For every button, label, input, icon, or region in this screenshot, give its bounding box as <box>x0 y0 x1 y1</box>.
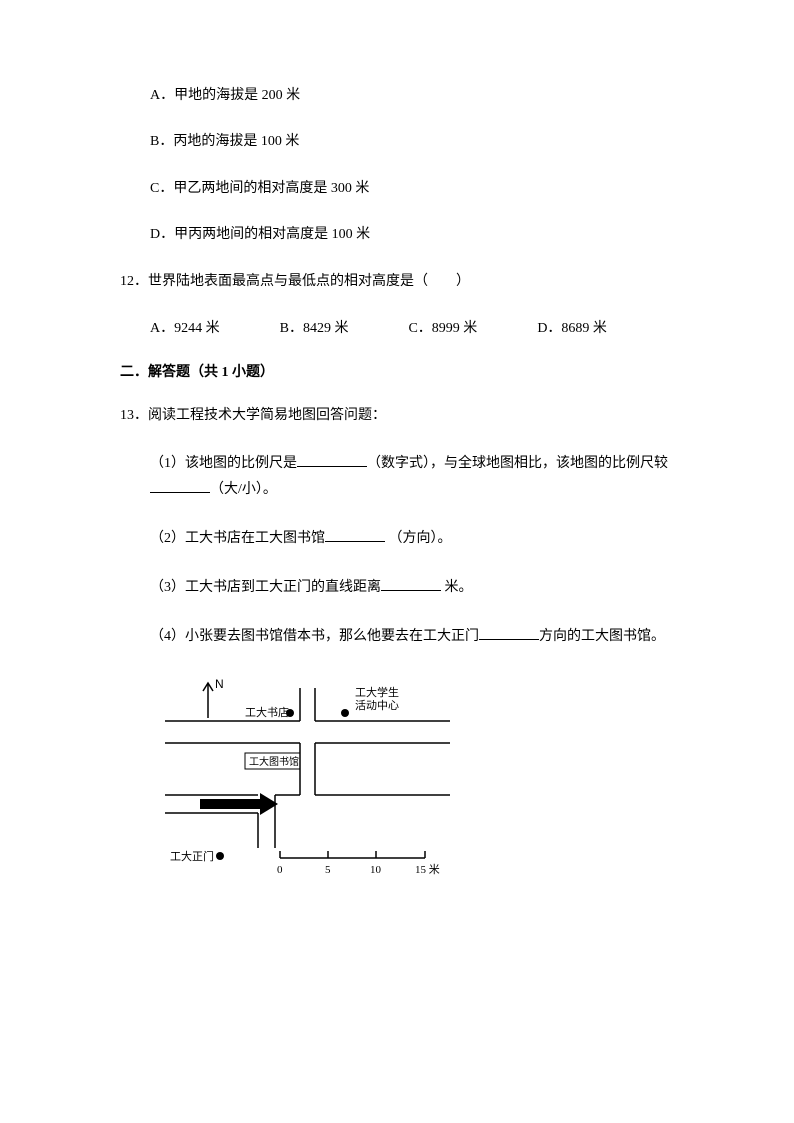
bookstore-label: 工大书店 <box>245 705 289 719</box>
q13-stem: 13．阅读工程技术大学简易地图回答问题： <box>120 405 679 427</box>
q13-sub3: （3）工大书店到工大正门的直线距离 米。 <box>150 575 679 600</box>
scale-0: 0 <box>277 864 283 876</box>
scale-5: 5 <box>325 864 331 876</box>
q11-option-a: A．甲地的海拔是 200 米 <box>150 85 679 107</box>
blank-direction1 <box>325 527 385 542</box>
q12-option-c: C．8999 米 <box>408 317 477 337</box>
q13-sub1-b: （数字式），与全球地图相比，该地图的比例尺较 <box>367 456 668 471</box>
q13-sub1-a: （1）该地图的比例尺是 <box>150 456 297 471</box>
q13-sub3-b: 米。 <box>441 580 473 595</box>
blank-direction2 <box>479 625 539 640</box>
q13-sub3-a: （3）工大书店到工大正门的直线距离 <box>150 580 381 595</box>
q13-sub2-a: （2）工大书店在工大图书馆 <box>150 531 325 546</box>
scale-10: 10 <box>370 864 382 876</box>
main-gate-label: 工大正门 <box>170 849 214 863</box>
q13-sub1: （1）该地图的比例尺是 （数字式），与全球地图相比，该地图的比例尺较 （大/小）。 <box>150 451 679 501</box>
q12-stem: 12．世界陆地表面最高点与最低点的相对高度是（ ） <box>120 271 679 293</box>
q11-option-b: B．丙地的海拔是 100 米 <box>150 131 679 153</box>
q13-sub2-b: （方向）。 <box>389 531 452 546</box>
blank-size <box>150 478 210 493</box>
section-2-heading: 二．解答题（共 1 小题） <box>120 361 679 381</box>
scale-15: 15 米 <box>415 863 440 876</box>
q11-option-d: D．甲丙两地间的相对高度是 100 米 <box>150 224 679 246</box>
q12-options: A．9244 米 B．8429 米 C．8999 米 D．8689 米 <box>150 317 679 337</box>
library-label: 工大图书馆 <box>249 755 299 768</box>
main-gate-marker <box>216 852 224 860</box>
activity-center-label-1: 工大学生 <box>355 685 399 699</box>
activity-center-label-2: 活动中心 <box>355 699 399 712</box>
north-label: N <box>215 677 224 691</box>
blank-distance <box>381 576 441 591</box>
q12-option-d: D．8689 米 <box>537 317 607 337</box>
q13-sub4: （4）小张要去图书馆借本书，那么他要去在工大正门 方向的工大图书馆。 <box>150 624 679 649</box>
blank-scale <box>297 452 367 467</box>
q13-sub2: （2）工大书店在工大图书馆 （方向）。 <box>150 526 679 551</box>
q13-sub4-a: （4）小张要去图书馆借本书，那么他要去在工大正门 <box>150 629 479 644</box>
q11-option-c: C．甲乙两地间的相对高度是 300 米 <box>150 178 679 200</box>
q12-option-b: B．8429 米 <box>280 317 349 337</box>
q12-option-a: A．9244 米 <box>150 317 220 337</box>
map-svg: N 工大书店 工大学生 活动中心 <box>160 673 460 898</box>
arrow-body <box>200 799 260 809</box>
activity-center-marker <box>341 709 349 717</box>
campus-map: N 工大书店 工大学生 活动中心 <box>160 673 460 898</box>
q13-sub1-c: （大/小）。 <box>210 482 277 497</box>
q13-sub4-b: 方向的工大图书馆。 <box>539 629 665 644</box>
